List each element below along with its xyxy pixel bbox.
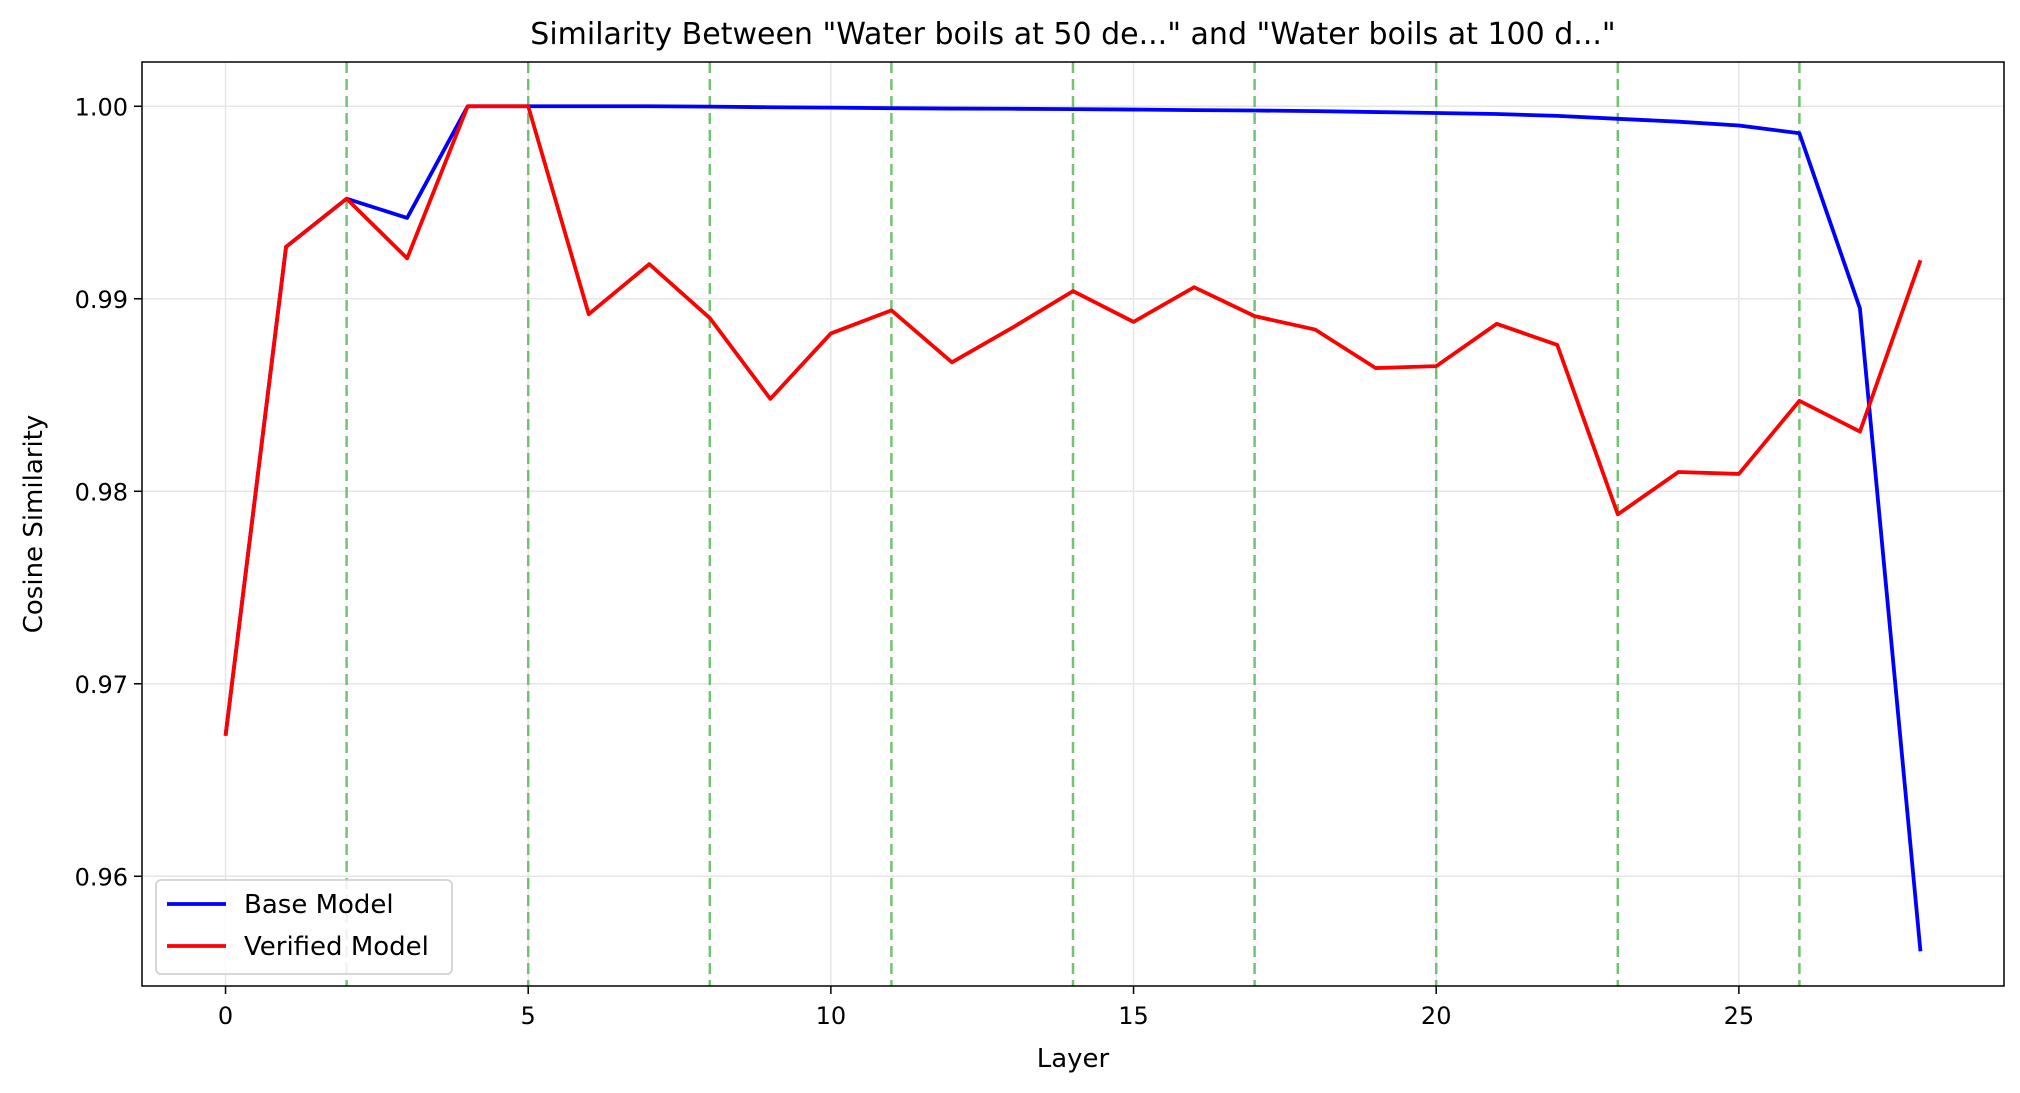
x-axis-label: Layer — [1037, 1044, 1110, 1074]
series-lines — [223, 104, 1923, 952]
legend-box — [155, 879, 453, 975]
series-line-verified-model — [223, 104, 1923, 736]
plot-frame — [141, 61, 2005, 987]
y-tick-label: 1.00 — [75, 93, 128, 121]
x-tick-label: 10 — [816, 1002, 847, 1030]
y-tick-label: 0.98 — [75, 478, 128, 506]
x-tick-label: 25 — [1724, 1002, 1755, 1030]
vertical-markers — [345, 62, 1801, 986]
x-axis: 0 5 10 15 20 25 — [218, 986, 1754, 1030]
y-axis: 0.96 0.97 0.98 0.99 1.00 — [75, 93, 142, 891]
chart-title: Similarity Between "Water boils at 50 de… — [530, 17, 1615, 52]
legend: Base Model Verified Model — [155, 879, 453, 975]
y-tick-label: 0.96 — [75, 863, 128, 891]
legend-label: Base Model — [244, 890, 394, 920]
y-axis-label: Cosine Similarity — [19, 415, 49, 634]
legend-label: Verified Model — [244, 932, 429, 962]
x-tick-label: 5 — [521, 1002, 536, 1030]
x-tick-label: 0 — [218, 1002, 233, 1030]
y-tick-label: 0.97 — [75, 671, 128, 699]
y-tick-label: 0.99 — [75, 286, 128, 314]
x-tick-label: 15 — [1118, 1002, 1149, 1030]
x-tick-label: 20 — [1421, 1002, 1452, 1030]
